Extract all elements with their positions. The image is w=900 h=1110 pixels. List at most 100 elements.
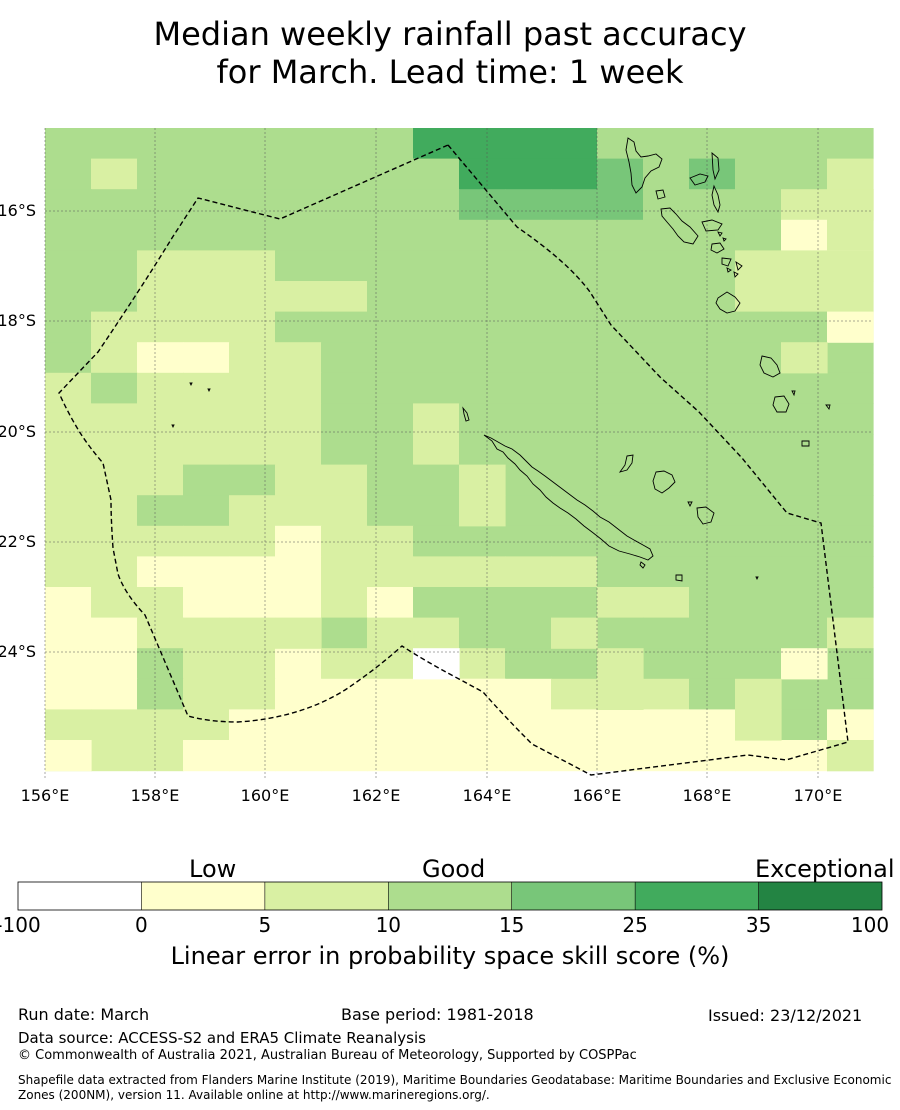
grid-cell [551,281,598,313]
grid-cell [183,648,230,680]
grid-cell [505,281,552,313]
island-pentecost [711,184,721,214]
grid-cell [827,464,874,496]
grid-cell [735,495,782,527]
grid-cell [367,587,414,619]
colorbar-segment [264,882,389,910]
grid-cell [735,587,782,619]
grid-cell [275,403,322,435]
grid-cell [367,250,414,282]
grid-cell [505,525,552,557]
grid-cell [229,678,276,710]
grid-cell [45,556,92,588]
grid-cell [781,617,828,649]
grid-cell [45,678,92,710]
grid-cell [505,128,552,160]
grid-cell [321,678,368,710]
island-small-5 [722,237,727,242]
grid-cell [781,189,828,221]
grid-cell [367,219,414,251]
grid-cell [551,648,598,680]
grid-cell [183,740,230,772]
grid-cell [505,495,552,527]
grid-cell [183,617,230,649]
grid-cell [551,372,598,404]
grid-cell [597,617,644,649]
latitude-label: 16°S [0,201,36,220]
chart-title-line-2: for March. Lead time: 1 week [216,53,684,91]
grid-cell [505,587,552,619]
grid-cell [413,219,460,251]
grid-cell [781,281,828,313]
island-mare [696,506,715,525]
grid-cell [827,709,874,741]
island-espiritu-santo [625,137,663,194]
grid-cell [91,219,138,251]
grid-cell [735,648,782,680]
grid-cell [367,158,414,190]
grid-cell [137,403,184,435]
grid-cell [781,372,828,404]
island-small-6 [791,390,796,397]
grid-cell [505,678,552,710]
grid-cell [597,250,644,282]
grid-cell [551,617,598,649]
grid-cell [781,219,828,251]
grid-cell [551,740,598,772]
grid-cell [643,740,690,772]
grid-cell [137,342,184,374]
grid-cell [367,740,414,772]
grid-cell [781,342,828,374]
grid-cell [137,525,184,557]
grid-cell [137,617,184,649]
grid-cell [781,495,828,527]
grid-cell [413,495,460,527]
grid-cell [689,281,736,313]
grid-cell [367,342,414,374]
grid-cell [91,250,138,282]
grid-cell [735,617,782,649]
grid-cell [551,525,598,557]
grid-cell [597,648,644,680]
grid-cell [321,709,368,741]
grid-cell [183,372,230,404]
grid-cell [551,219,598,251]
grid-cell [781,709,828,741]
grid-cell [413,189,460,221]
grid-cell [643,556,690,588]
grid-cell [183,311,230,343]
grid-cell [137,648,184,680]
grid-cell [367,403,414,435]
grid-cell [183,709,230,741]
grid-cell [689,587,736,619]
grid-cell [643,678,690,710]
grid-cell [735,342,782,374]
grid-cell [413,556,460,588]
longitude-label: 166°E [572,786,622,805]
island-walpole [675,574,683,582]
colorbar [17,881,883,911]
grid-cell [459,678,506,710]
grid-cell [137,311,184,343]
grid-cell [643,281,690,313]
grid-cell [45,128,92,160]
grid-cell [781,556,828,588]
grid-cell [137,281,184,313]
grid-cell [597,495,644,527]
grid-cell [45,372,92,404]
colorbar-tick-label: 100 [850,913,890,937]
grid-cell [413,464,460,496]
grid-cell [781,464,828,496]
grid-cell [137,495,184,527]
grid-cell [183,587,230,619]
grid-cell [183,219,230,251]
grid-cell [229,342,276,374]
grid-cell [827,740,874,772]
island-aneityum [825,404,831,411]
grid-cell [689,740,736,772]
grid-cell [91,311,138,343]
grid-cell [827,495,874,527]
grid-cell [91,372,138,404]
grid-cell [229,587,276,619]
